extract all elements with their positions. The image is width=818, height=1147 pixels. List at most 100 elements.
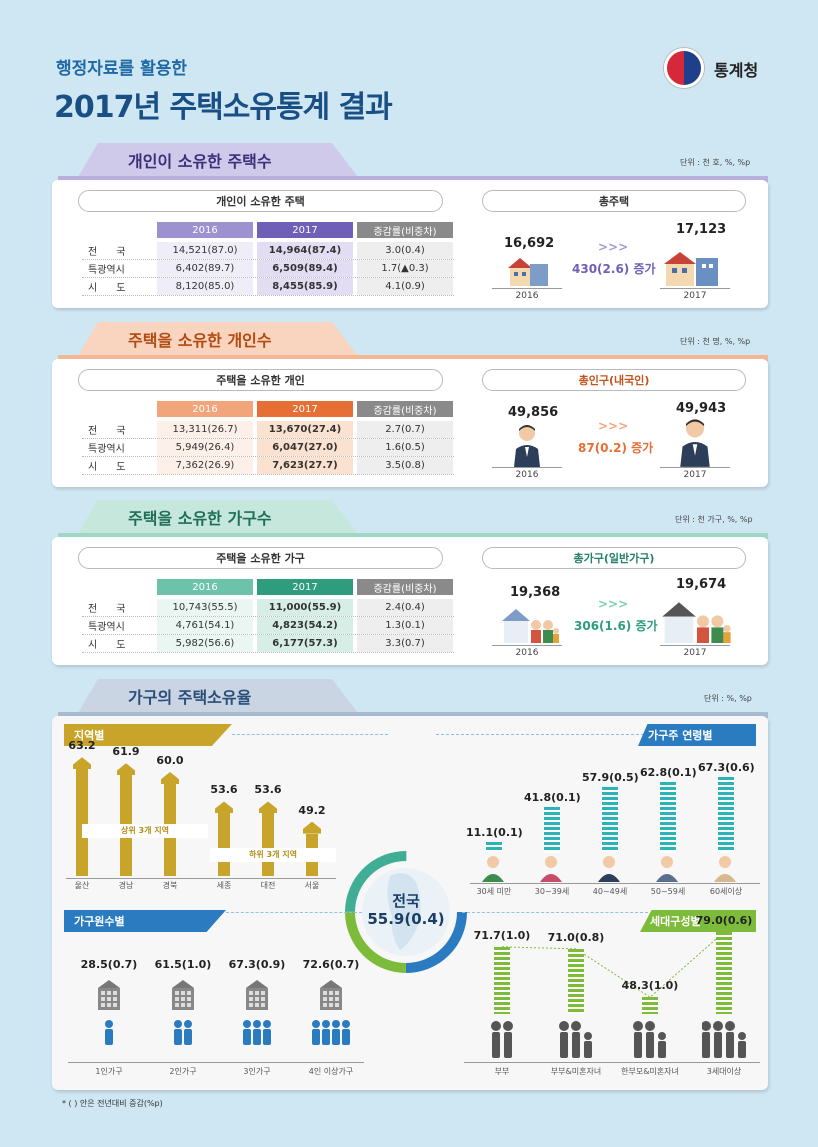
region-bar: [218, 813, 230, 876]
household-icon: [98, 980, 120, 1045]
section2-row-divider: [82, 438, 454, 439]
generation-value: 71.0(0.8): [547, 930, 605, 944]
page-title: 2017년 주택소유통계 결과: [54, 90, 393, 125]
section1-year-2017: 2017: [660, 288, 730, 301]
age-name: 30~39세: [534, 887, 570, 896]
section1-head-2016: 2016: [157, 222, 253, 238]
section1-row-change: 1.7(▲0.3): [357, 260, 453, 277]
generation-label: 세대구성별: [640, 910, 756, 932]
members-value: 72.6(0.7): [302, 958, 360, 971]
age-bar: [602, 787, 618, 852]
section3-head-2017: 2017: [257, 579, 353, 595]
generation-bar: [494, 946, 510, 1014]
age-baseline: [470, 883, 760, 884]
section3-total-change: 306(1.6) 증가: [574, 619, 658, 633]
section3-row-2016: 5,982(56.6): [157, 635, 253, 652]
logo-emblem-icon: [664, 48, 704, 88]
region-house-icon: [303, 821, 321, 834]
age-person-icon: [656, 856, 678, 882]
section2-unit: 단위 : 천 명, %, %p: [680, 337, 751, 346]
members-name: 2인가구: [169, 1067, 197, 1076]
region-value: 53.6: [254, 783, 282, 797]
section1-row-2017: 6,509(89.4): [257, 260, 353, 277]
age-label: 가구주 연령별: [638, 724, 756, 746]
section1-ribbon-bar: [58, 176, 768, 182]
section3-ribbon: 주택을 소유한 가구수: [78, 500, 358, 534]
section3-row-2017: 6,177(57.3): [257, 635, 353, 652]
regional-bottom-caption: 하위 3개 지역: [210, 848, 336, 862]
section2-row-divider: [82, 474, 454, 475]
section3-card: 주택을 소유한 가구 2016 2017 증감률(비중차) 전 국 10,743(…: [52, 537, 768, 665]
national-label: 전국: [392, 892, 420, 910]
section2-total-2016: 49,856: [508, 405, 559, 420]
regional-divider: [232, 734, 388, 735]
regional-baseline: [66, 878, 336, 879]
region-value: 53.6: [210, 783, 238, 797]
section3-total-2016: 19,368: [510, 585, 561, 600]
age-person-icon: [482, 856, 504, 882]
section3-row-change: 1.3(0.1): [357, 617, 453, 634]
generation-family-icon: [633, 1021, 666, 1058]
region-value: 60.0: [156, 754, 184, 767]
section2-ribbon-bar: [58, 355, 768, 361]
region-bar: [76, 769, 88, 876]
section2-row-2016: 5,949(26.4): [157, 439, 253, 456]
section3-row-2016: 4,761(54.1): [157, 617, 253, 634]
section2-row-change: 3.5(0.8): [357, 457, 453, 474]
section3-total-title: 총가구(일반가구): [482, 547, 746, 569]
national-value: 55.9(0.4): [367, 910, 445, 928]
house-2017-icon: [664, 252, 718, 286]
section1-year-2016: 2016: [492, 288, 562, 301]
household-icon: [172, 980, 194, 1045]
generation-name: 3세대이상: [706, 1067, 742, 1076]
household-icon: [312, 980, 350, 1045]
region-house-icon: [73, 757, 91, 770]
household-icon: [243, 980, 271, 1045]
generation-family-icon: [491, 1021, 513, 1058]
members-divider: [226, 912, 362, 913]
section2-head-2016: 2016: [157, 401, 253, 417]
section1-row-2017: 8,455(85.9): [257, 278, 353, 295]
section1-row-divider: [82, 295, 454, 296]
page-subtitle: 행정자료를 활용한: [56, 59, 188, 79]
section3-row-divider: [82, 634, 454, 635]
section1-row-divider: [82, 259, 454, 260]
generation-bar: [716, 932, 732, 1014]
age-name: 30세 미만: [476, 887, 512, 896]
region-name: 경북: [162, 881, 178, 890]
section1-row-2016: 8,120(85.0): [157, 278, 253, 295]
section1-row-2016: 6,402(89.7): [157, 260, 253, 277]
section2-row-label: 전 국: [88, 426, 126, 437]
section2-total-2017: 49,943: [676, 401, 727, 416]
section2-ribbon: 주택을 소유한 개인수: [78, 322, 358, 356]
section1-row-divider: [82, 277, 454, 278]
house-2016-icon: [508, 258, 548, 286]
section2-arrows-icon: >>>: [598, 419, 629, 433]
generation-bar: [642, 997, 658, 1014]
region-house-icon: [215, 801, 233, 814]
age-value: 11.1(0.1): [466, 826, 523, 839]
section1-row-label: 전 국: [88, 247, 126, 258]
members-name: 3인가구: [243, 1067, 271, 1076]
section1-head-change: 증감률(비중차): [357, 222, 453, 238]
section2-table-title: 주택을 소유한 개인: [78, 369, 443, 391]
section1-row-label: 시 도: [88, 283, 126, 294]
section3-year-2017: 2017: [660, 645, 730, 658]
members-baseline: [68, 1062, 364, 1063]
section2-row-divider: [82, 456, 454, 457]
section3-ribbon-bar: [58, 533, 768, 539]
section1-total-2017: 17,123: [676, 222, 727, 237]
logo: 통계청: [664, 48, 794, 92]
section1-total-title: 총주택: [482, 190, 746, 212]
section2-total-change: 87(0.2) 증가: [578, 441, 654, 455]
section3-head-change: 증감률(비중차): [357, 579, 453, 595]
members-value: 67.3(0.9): [228, 958, 286, 971]
section2-total-title: 총인구(내국인): [482, 369, 746, 391]
regional-label: 지역별: [64, 724, 232, 746]
generation-name: 부부: [494, 1067, 510, 1076]
section2-row-label: 시 도: [88, 462, 126, 473]
section2-card: 주택을 소유한 개인 2016 2017 증감률(비중차) 전 국 13,311(…: [52, 359, 768, 487]
region-name: 서울: [304, 881, 320, 890]
section2-row-change: 1.6(0.5): [357, 439, 453, 456]
age-bar: [718, 777, 734, 852]
